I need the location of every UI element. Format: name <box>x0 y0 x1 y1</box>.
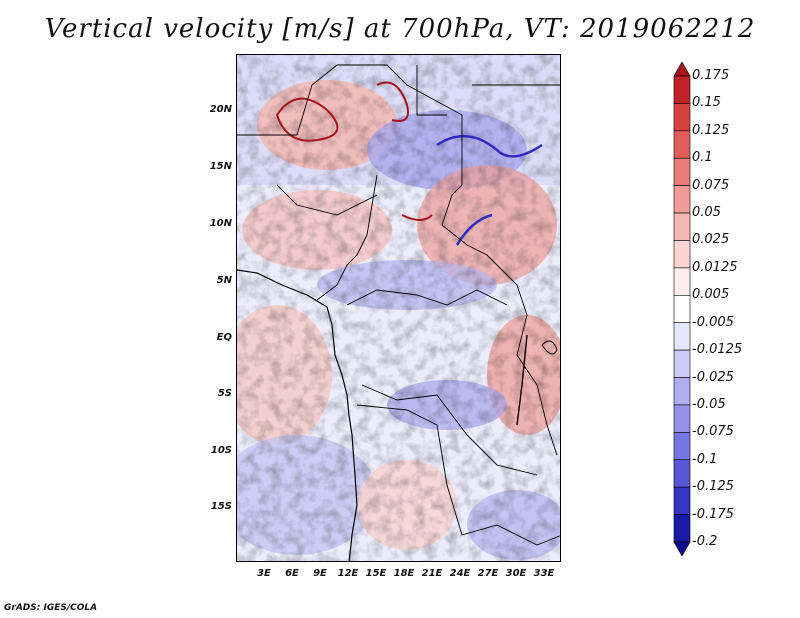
chart-title: Vertical velocity [m/s] at 700hPa, VT: 2… <box>44 14 756 44</box>
map-svg <box>237 55 560 561</box>
colorbar-segment <box>673 185 691 214</box>
colorbar <box>673 62 691 556</box>
colorbar-label: 0.05 <box>692 205 721 221</box>
lon-tick: 3E <box>257 568 271 579</box>
lon-tick: 12E <box>337 568 359 579</box>
colorbar-label: -0.005 <box>692 314 734 330</box>
map-panel <box>236 54 561 562</box>
lon-tick: 15E <box>365 568 387 579</box>
colorbar-label: 0.075 <box>692 177 730 193</box>
colorbar-label: -0.05 <box>692 396 726 412</box>
lat-tick: 10S <box>210 445 232 456</box>
field-core <box>275 97 339 142</box>
lon-tick: 6E <box>285 568 299 579</box>
colorbar-label: 0.005 <box>692 287 730 303</box>
field-texture <box>237 55 560 561</box>
colorbar-segment <box>673 459 691 488</box>
lon-tick: 24E <box>449 568 471 579</box>
colorbar-label: 0.025 <box>692 232 730 248</box>
colorbar-label: 0.0125 <box>692 259 738 275</box>
colorbar-label: 0.175 <box>692 68 730 83</box>
colorbar-segment <box>673 294 691 324</box>
lat-tick: 20N <box>209 104 232 115</box>
colorbar-segment <box>673 322 691 351</box>
colorbar-segment <box>673 240 691 269</box>
colorbar-label: 0.1 <box>692 150 713 166</box>
colorbar-segment <box>673 541 691 556</box>
lake-shore <box>516 334 528 426</box>
colorbar-label: -0.0125 <box>692 342 743 358</box>
colorbar-label: -0.025 <box>692 369 734 385</box>
lat-tick: 10N <box>209 218 232 229</box>
lat-tick: 5S <box>217 388 232 399</box>
colorbar-label: 0.15 <box>692 95 721 111</box>
field-core <box>436 134 543 158</box>
colorbar-label: -0.1 <box>692 451 718 467</box>
lon-tick: 27E <box>477 568 499 579</box>
field-core <box>455 213 493 246</box>
colorbar-label: -0.075 <box>692 424 734 440</box>
field-core <box>401 214 433 221</box>
country-border <box>237 64 558 456</box>
lake-victoria <box>541 340 558 355</box>
lat-tick: 15N <box>209 161 232 172</box>
colorbar-segment <box>673 267 691 296</box>
lon-tick: 18E <box>393 568 415 579</box>
colorbar-label: 0.125 <box>692 122 730 138</box>
colorbar-segment <box>673 514 691 543</box>
lat-tick: 5N <box>216 275 232 286</box>
colorbar-label: -0.2 <box>692 534 718 549</box>
colorbar-label: -0.175 <box>692 506 734 522</box>
lon-tick: 9E <box>313 568 327 579</box>
credit-label: GrADS: IGES/COLA <box>4 603 98 613</box>
colorbar-segment <box>673 486 691 515</box>
colorbar-segment <box>673 103 691 132</box>
field-core <box>376 81 409 122</box>
country-border <box>416 65 447 116</box>
colorbar-segment <box>673 377 691 406</box>
colorbar-label: -0.125 <box>692 479 734 495</box>
colorbar-segment <box>673 130 691 159</box>
country-border <box>316 174 378 301</box>
lon-tick: 30E <box>505 568 527 579</box>
country-border <box>346 289 508 306</box>
lon-tick: 33E <box>533 568 555 579</box>
colorbar-segment <box>673 62 691 77</box>
lat-tick: EQ <box>216 332 232 343</box>
colorbar-segment <box>673 157 691 186</box>
lat-tick: 15S <box>210 501 232 512</box>
colorbar-segment <box>673 75 691 104</box>
colorbar-segment <box>673 404 691 433</box>
colorbar-segment <box>673 349 691 378</box>
coastline <box>237 269 358 561</box>
country-border <box>356 404 560 546</box>
lon-tick: 21E <box>421 568 443 579</box>
country-border <box>276 184 378 216</box>
colorbar-segment <box>673 432 691 461</box>
colorbar-segment <box>673 212 691 241</box>
country-border <box>361 384 538 476</box>
